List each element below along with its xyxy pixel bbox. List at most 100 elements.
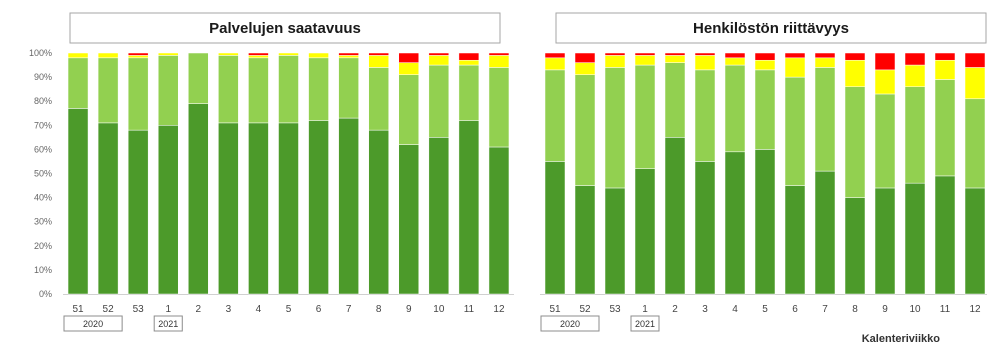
x-axis-label: Kalenteriviikko	[862, 333, 941, 344]
bar-segment-week-7-series-1	[814, 170, 836, 295]
bar-segment-week-3-series-1	[218, 122, 239, 295]
bar-segment-week-9-series-1	[398, 144, 420, 295]
panel-title-box	[69, 12, 501, 44]
bar-segment-week-53-series-2	[127, 57, 149, 131]
x-tick-label: 12	[493, 304, 505, 315]
bar-segment-week-3-series-3	[694, 55, 716, 71]
bar-segment-week-9-series-1	[874, 187, 896, 295]
x-tick-label: 1	[642, 304, 648, 315]
bar-segment-week-3-series-1	[694, 161, 716, 295]
bar-segment-week-9-series-3	[398, 62, 420, 75]
panel-title: Henkilöstön riittävyys	[693, 20, 849, 37]
x-tick-label: 9	[882, 304, 888, 315]
bar-segment-week-5-series-2	[278, 55, 299, 124]
bar-segment-week-7-series-3	[338, 55, 359, 59]
bar-segment-week-53-series-2	[604, 67, 626, 189]
bar-segment-week-53-series-3	[127, 55, 149, 59]
bar-segment-week-1-series-2	[157, 55, 179, 126]
panel-title-box	[555, 12, 987, 44]
bar-segment-week-12-series-1	[488, 146, 510, 295]
y-tick-label: 80%	[34, 96, 52, 106]
bar-segment-week-51-series-3	[544, 57, 566, 71]
bar-segment-week-11-series-4	[458, 52, 480, 61]
x-tick-label: 52	[579, 304, 591, 315]
bar-segment-week-53-series-1	[127, 129, 149, 295]
year-label: 2020	[83, 319, 103, 329]
bar-segment-week-10-series-3	[904, 64, 926, 87]
y-tick-label: 60%	[34, 144, 52, 154]
bar-segment-week-4-series-4	[724, 52, 746, 59]
bar-segment-week-6-series-2	[308, 57, 329, 121]
bar-segment-week-1-series-3	[157, 52, 179, 56]
x-tick-label: 6	[792, 304, 798, 315]
bar-segment-week-10-series-2	[428, 64, 450, 138]
bar-segment-week-9-series-4	[874, 52, 896, 71]
bar-segment-week-10-series-2	[904, 86, 926, 184]
bar-segment-week-51-series-3	[67, 52, 89, 59]
y-tick-label: 40%	[34, 193, 52, 203]
x-tick-label: 3	[702, 304, 708, 315]
x-tick-label: 10	[909, 304, 921, 315]
bar-segment-week-12-series-3	[964, 67, 986, 100]
bar-segment-week-3-series-3	[218, 52, 239, 56]
bar-segment-week-4-series-4	[248, 52, 269, 56]
bar-segment-week-12-series-2	[964, 98, 986, 189]
bar-segment-week-8-series-2	[368, 67, 389, 131]
bar-segment-week-6-series-1	[784, 185, 806, 295]
y-tick-label: 70%	[34, 120, 52, 130]
y-tick-label: 20%	[34, 241, 52, 251]
bar-segment-week-52-series-3	[574, 62, 596, 75]
bar-segment-week-6-series-1	[308, 120, 329, 295]
bar-segment-week-1-series-4	[634, 52, 656, 56]
bar-segment-week-7-series-4	[338, 52, 359, 56]
bar-segment-week-53-series-1	[604, 187, 626, 295]
panel-title: Palvelujen saatavuus	[209, 20, 361, 37]
year-label: 2020	[560, 319, 580, 329]
year-box	[540, 315, 600, 332]
bar-segment-week-2-series-1	[664, 137, 686, 295]
bar-segment-week-8-series-1	[844, 197, 866, 295]
year-label: 2021	[635, 319, 655, 329]
year-box	[63, 315, 123, 332]
bar-segment-week-51-series-4	[544, 52, 566, 59]
bar-segment-week-9-series-4	[398, 52, 420, 63]
x-tick-label: 6	[316, 304, 322, 315]
x-tick-label: 8	[376, 304, 382, 315]
y-tick-label: 0%	[39, 289, 52, 299]
x-tick-label: 5	[762, 304, 768, 315]
bar-segment-week-8-series-1	[368, 129, 389, 295]
bar-segment-week-4-series-2	[248, 57, 269, 124]
bar-segment-week-11-series-1	[934, 175, 956, 295]
bar-segment-week-2-series-3	[664, 55, 686, 63]
x-tick-label: 12	[969, 304, 981, 315]
x-tick-label: 3	[226, 304, 232, 315]
bar-segment-week-5-series-3	[754, 59, 776, 71]
x-tick-label: 51	[549, 304, 561, 315]
x-tick-label: 4	[256, 304, 262, 315]
bar-segment-week-52-series-4	[574, 52, 596, 63]
bar-segment-week-10-series-1	[428, 137, 450, 295]
x-tick-label: 2	[672, 304, 678, 315]
bar-segment-week-12-series-1	[964, 187, 986, 295]
bar-segment-week-4-series-3	[248, 55, 269, 59]
bar-segment-week-11-series-2	[934, 79, 956, 177]
bar-segment-week-12-series-3	[488, 55, 510, 68]
bar-segment-week-5-series-3	[278, 52, 299, 56]
bar-segment-week-7-series-2	[814, 67, 836, 172]
y-tick-label: 10%	[34, 265, 52, 275]
bar-segment-week-7-series-4	[814, 52, 836, 59]
bar-segment-week-11-series-1	[458, 120, 480, 295]
x-tick-label: 11	[940, 304, 951, 315]
y-tick-label: 90%	[34, 72, 52, 82]
y-tick-label: 30%	[34, 217, 52, 227]
bar-segment-week-1-series-2	[634, 64, 656, 169]
x-tick-label: 7	[822, 304, 828, 315]
x-tick-label: 4	[732, 304, 738, 315]
bar-segment-week-1-series-1	[634, 168, 656, 295]
x-tick-label: 11	[464, 304, 475, 315]
bar-segment-week-10-series-3	[428, 55, 450, 66]
bar-segment-week-1-series-1	[157, 125, 179, 295]
bar-segment-week-12-series-4	[488, 52, 510, 56]
bar-segment-week-53-series-4	[127, 52, 149, 56]
